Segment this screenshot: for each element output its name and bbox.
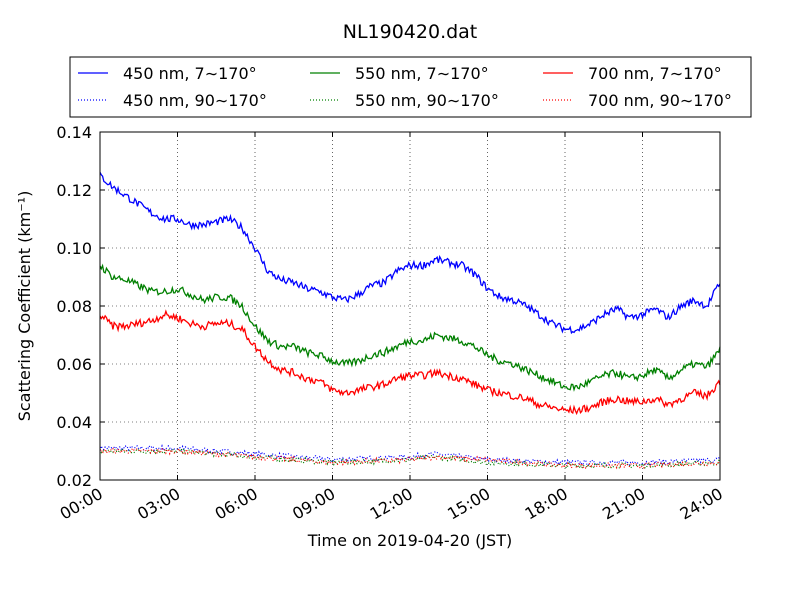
y-tick-label: 0.08 [56,297,92,316]
x-tick-label: 12:00 [367,484,416,524]
y-tick-label: 0.04 [56,413,92,432]
y-tick-label: 0.12 [56,181,92,200]
x-tick-label: 21:00 [599,484,648,524]
x-tick-label: 06:00 [212,484,261,524]
y-tick-label: 0.06 [56,355,92,374]
x-tick-label: 15:00 [444,484,493,524]
x-tick-label: 03:00 [134,484,183,524]
grid [100,132,720,480]
y-tick-label: 0.10 [56,239,92,258]
legend-label: 450 nm, 7∼170° [123,64,257,83]
series-group [99,171,721,470]
y-tick-label: 0.14 [56,123,92,142]
x-tick-label: 09:00 [289,484,338,524]
legend-label: 550 nm, 90∼170° [355,91,499,110]
y-axis-label: Scattering Coefficient (km⁻¹) [15,191,34,422]
series-line [99,309,721,416]
x-tick-label: 24:00 [677,484,726,524]
legend-box [69,56,752,118]
series-line [99,447,721,470]
legend-label: 700 nm, 90∼170° [588,91,732,110]
legend-label: 700 nm, 7∼170° [588,64,722,83]
x-axis-label: Time on 2019-04-20 (JST) [307,531,512,550]
legend: 450 nm, 7∼170° 450 nm, 90∼170° 550 nm, 7∼1… [69,56,752,118]
legend-label: 450 nm, 90∼170° [123,91,267,110]
series-line [99,263,721,392]
y-tick-label: 0.02 [56,471,92,490]
legend-label: 550 nm, 7∼170° [355,64,489,83]
series-line [99,171,721,335]
chart-title: NL190420.dat [343,21,478,43]
x-tick-label: 18:00 [522,484,571,524]
